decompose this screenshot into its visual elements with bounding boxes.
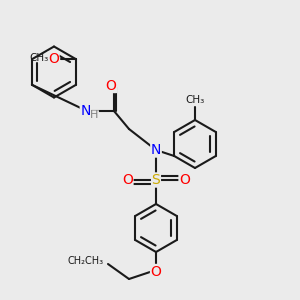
Text: N: N bbox=[151, 143, 161, 157]
Text: S: S bbox=[152, 173, 160, 187]
Text: O: O bbox=[179, 173, 190, 187]
Text: H: H bbox=[90, 110, 99, 121]
Text: N: N bbox=[80, 104, 91, 118]
Text: O: O bbox=[122, 173, 133, 187]
Text: O: O bbox=[48, 52, 59, 66]
Text: CH₃: CH₃ bbox=[185, 95, 205, 105]
Text: CH₃: CH₃ bbox=[30, 53, 49, 63]
Text: O: O bbox=[106, 79, 116, 92]
Text: O: O bbox=[151, 265, 161, 278]
Text: CH₂CH₃: CH₂CH₃ bbox=[68, 256, 104, 266]
